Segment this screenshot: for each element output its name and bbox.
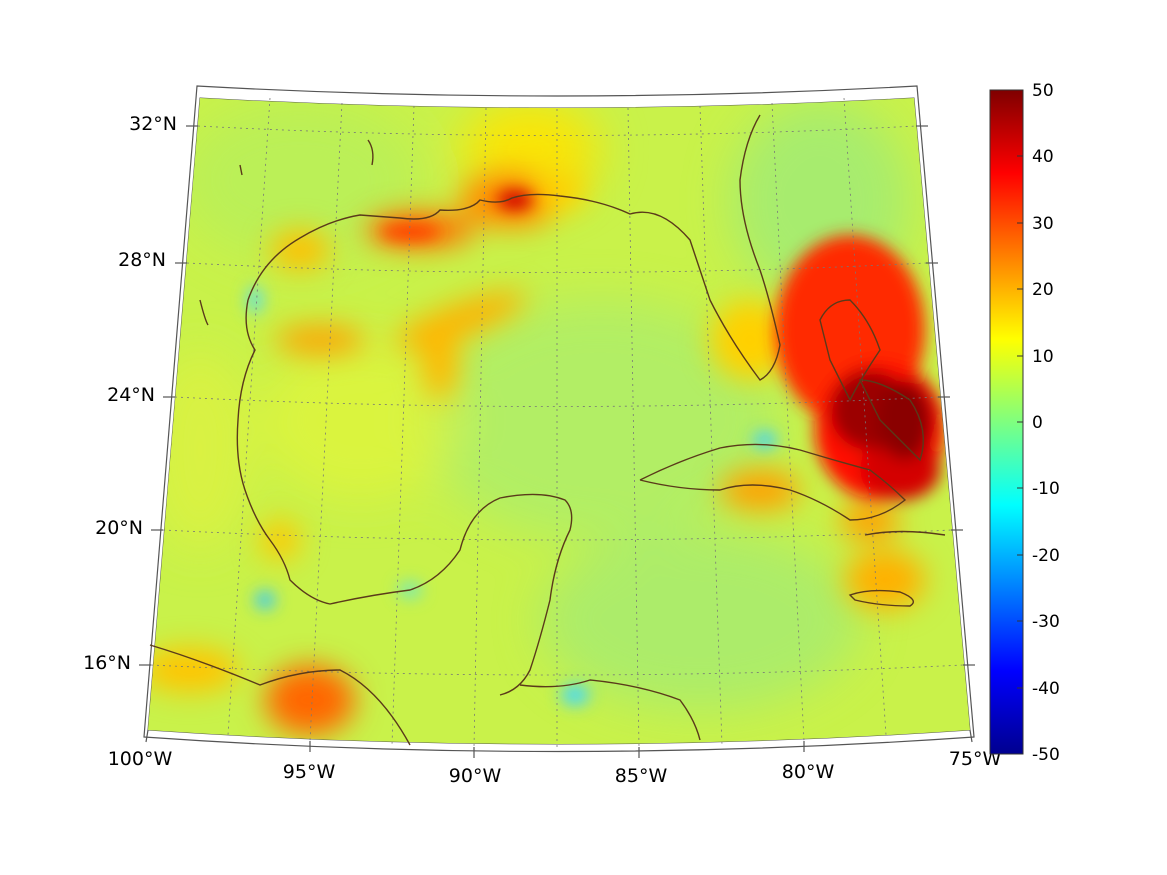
lon-label-90w: 90°W — [449, 765, 502, 787]
lat-labels: 32°N 28°N 24°N 20°N 16°N — [83, 113, 177, 674]
lon-label-85w: 85°W — [615, 765, 668, 787]
lat-label-20n: 20°N — [95, 517, 143, 539]
coastlines — [149, 114, 946, 746]
colorbar-label-neg30: -30 — [1032, 612, 1060, 632]
lon-label-95w: 95°W — [283, 761, 336, 783]
colorbar-label-30: 30 — [1032, 214, 1054, 234]
colorbar-ticks — [1017, 89, 1023, 755]
lat-label-32n: 32°N — [129, 113, 177, 135]
lon-label-100w: 100°W — [108, 748, 173, 770]
colorbar-label-neg20: -20 — [1032, 546, 1060, 566]
lat-label-24n: 24°N — [107, 384, 155, 406]
colorbar: 50 40 30 20 10 0 -10 -20 -30 -40 -50 — [989, 81, 1060, 765]
lat-label-16n: 16°N — [83, 652, 131, 674]
colorbar-label-neg50: -50 — [1032, 745, 1060, 765]
gridlines — [150, 97, 964, 748]
colorbar-label-50: 50 — [1032, 81, 1054, 101]
colorbar-label-0: 0 — [1032, 413, 1043, 433]
data-field — [148, 98, 970, 744]
lon-label-80w: 80°W — [782, 761, 835, 783]
lon-label-75w: 75°W — [949, 748, 1002, 770]
lon-labels: 100°W 95°W 90°W 85°W 80°W 75°W — [108, 748, 1002, 787]
colorbar-label-neg10: -10 — [1032, 479, 1060, 499]
lat-label-28n: 28°N — [118, 249, 166, 271]
colorbar-label-40: 40 — [1032, 147, 1054, 167]
colorbar-label-10: 10 — [1032, 347, 1054, 367]
colorbar-label-20: 20 — [1032, 280, 1054, 300]
colorbar-label-neg40: -40 — [1032, 679, 1060, 699]
frame-ticks — [139, 125, 975, 758]
